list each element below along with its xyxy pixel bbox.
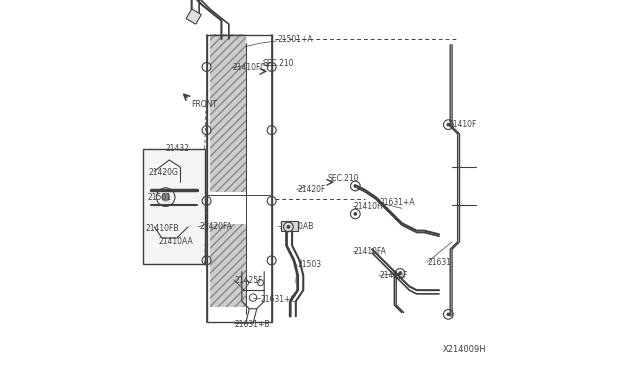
- Bar: [281, 221, 298, 231]
- Text: 21410FC: 21410FC: [232, 63, 266, 72]
- Text: 21420F: 21420F: [298, 185, 326, 194]
- Text: 21410FA: 21410FA: [353, 247, 387, 256]
- Text: 21425F: 21425F: [234, 276, 263, 285]
- Circle shape: [161, 193, 170, 202]
- Text: 21432: 21432: [166, 144, 189, 153]
- Bar: [186, 9, 202, 24]
- Circle shape: [447, 123, 450, 126]
- Bar: [211, 224, 246, 307]
- Text: SEC.210: SEC.210: [328, 174, 359, 183]
- Text: 21410FA: 21410FA: [353, 202, 387, 211]
- Text: FRONT: FRONT: [191, 100, 218, 109]
- Text: 21503: 21503: [298, 260, 322, 269]
- Circle shape: [353, 184, 357, 188]
- Text: 21410F: 21410F: [380, 271, 408, 280]
- Text: 21410FB: 21410FB: [145, 224, 179, 233]
- Circle shape: [353, 212, 357, 216]
- Text: 21420G: 21420G: [149, 169, 179, 177]
- Text: 21410F: 21410F: [449, 120, 477, 129]
- Text: 21501: 21501: [147, 193, 171, 202]
- Bar: [207, 35, 271, 322]
- Circle shape: [287, 225, 291, 229]
- Text: 21631+C: 21631+C: [260, 295, 296, 304]
- Circle shape: [398, 272, 402, 275]
- Circle shape: [447, 312, 450, 316]
- Bar: [211, 34, 246, 192]
- Text: SEC.210: SEC.210: [262, 59, 294, 68]
- Text: 21420FA: 21420FA: [199, 222, 232, 231]
- Text: 21501+A: 21501+A: [277, 35, 313, 44]
- Bar: [143, 149, 205, 264]
- Text: 21410AB: 21410AB: [279, 222, 314, 231]
- Text: 21631+A: 21631+A: [380, 198, 415, 207]
- Text: 21410AA: 21410AA: [158, 237, 193, 246]
- Text: 21631+B: 21631+B: [234, 320, 270, 329]
- Text: X214009H: X214009H: [443, 345, 486, 354]
- Text: 21631: 21631: [428, 258, 452, 267]
